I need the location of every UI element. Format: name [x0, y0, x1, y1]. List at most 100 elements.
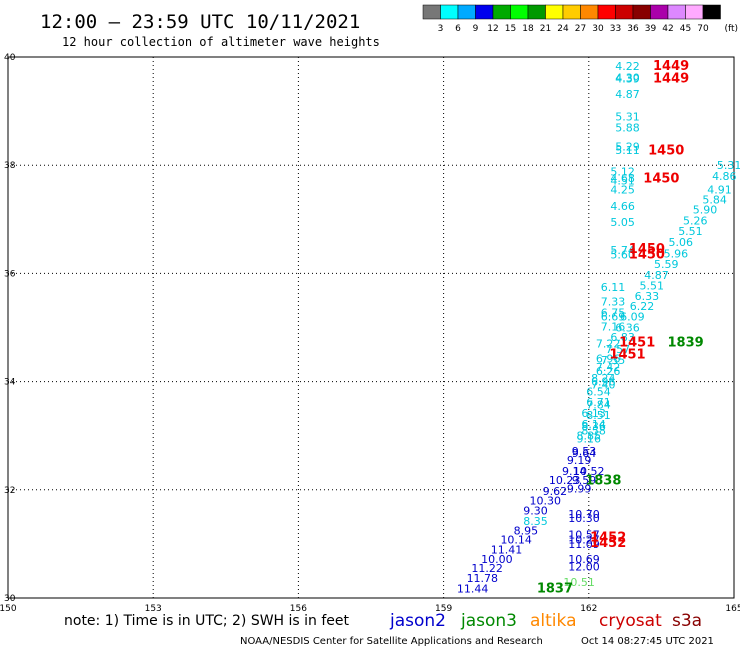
data-point-label: 5.06	[669, 236, 694, 249]
x-tick-label: 150	[0, 604, 17, 614]
colorbar-label: 36	[627, 24, 639, 34]
colorbar-label: 9	[473, 24, 479, 34]
data-point-label: 7.42	[596, 361, 621, 374]
colorbar-swatch	[685, 4, 704, 20]
data-point-label: 1450	[648, 144, 684, 159]
data-point-label: 6.75	[601, 306, 626, 319]
data-point-label: 8.58	[581, 424, 606, 437]
data-point-label: 11.22	[471, 562, 503, 575]
data-point-label: 6.69	[601, 311, 626, 324]
data-point-label: 10.27	[568, 534, 600, 547]
data-point-label: 4.87	[644, 269, 669, 282]
data-point-label: 11.41	[491, 543, 523, 556]
data-point-label: 10.70	[568, 508, 600, 521]
data-point-label: 4.51	[610, 174, 635, 187]
colorbar-swatch	[615, 4, 634, 20]
data-point-label: 1452	[590, 536, 626, 551]
colorbar-swatch	[562, 4, 581, 20]
x-tick-label: 156	[290, 604, 307, 614]
data-point-label: 6.14	[581, 418, 606, 431]
data-point-label: 6.71	[586, 396, 611, 409]
colorbar-swatch	[422, 4, 441, 20]
data-point-label: 5.60	[610, 248, 635, 261]
axis-ticks: 150 153 156 159 162 165 30 32 34 36 38 40	[0, 53, 740, 614]
data-point-label: 5.31	[717, 159, 740, 172]
data-point-label: 4.22	[615, 60, 640, 73]
colorbar-label: 12	[487, 24, 498, 34]
data-point-label: 10.57	[568, 529, 600, 542]
colorbar-label: 24	[557, 24, 569, 34]
y-tick-label: 34	[4, 378, 16, 388]
colorbar-label: 21	[540, 24, 551, 34]
colorbar-swatch	[440, 4, 459, 20]
chart-subtitle: 12 hour collection of altimeter wave hei…	[62, 35, 380, 49]
data-point-label: 1837	[537, 581, 573, 596]
plot-frame	[7, 56, 735, 599]
data-point-label: 7.84	[586, 398, 611, 411]
colorbar-swatch	[527, 4, 546, 20]
satellite-legend: jason2 jason3 altika cryosat s3a	[389, 611, 702, 631]
y-tick-label: 38	[4, 161, 16, 171]
data-point-label: 6.54	[586, 385, 611, 398]
data-point-label: 6.36	[615, 322, 640, 335]
data-point-label: 5.51	[678, 225, 703, 238]
data-point-label: 6.13	[581, 407, 606, 420]
data-point-label: 4.30	[615, 72, 640, 85]
data-point-label: 4.25	[610, 184, 635, 197]
data-point-label: 6.96	[591, 376, 616, 389]
y-tick-label: 40	[4, 53, 16, 63]
data-point-label: 5.90	[693, 204, 718, 217]
colorbar-swatch	[475, 4, 494, 20]
colorbar-swatch	[545, 4, 564, 20]
data-point-label: 1450	[643, 172, 679, 187]
data-point-label: 10.52	[573, 465, 605, 478]
data-point-label: 9.64	[572, 447, 597, 460]
colorbar-swatch	[650, 4, 669, 20]
data-point-label: 6.96	[596, 352, 621, 365]
data-point-label: 8.36	[581, 420, 606, 433]
x-tick-label: 153	[145, 604, 162, 614]
colorbar-unit: (ft)	[725, 24, 739, 34]
data-point-label: 1451	[609, 348, 645, 363]
data-point-label: 5.11	[615, 144, 640, 157]
colorbar-label: 42	[662, 24, 673, 34]
colorbar-swatch	[457, 4, 476, 20]
data-point-label: 6.33	[635, 290, 660, 303]
colorbar-label: 45	[680, 24, 691, 34]
data-point-label: 9.16	[577, 432, 602, 445]
data-point-label: 12.00	[568, 561, 600, 574]
data-point-label: 10.14	[500, 534, 532, 547]
y-tick-label: 32	[4, 486, 15, 496]
data-point-label: 1839	[668, 336, 704, 351]
data-point-label: 8.95	[514, 524, 539, 537]
footer-credit: NOAA/NESDIS Center for Satellite Applica…	[240, 636, 543, 647]
data-point-label: 5.74	[610, 244, 635, 257]
data-point-label: 5.12	[610, 166, 635, 179]
data-point-label: 8.35	[523, 515, 548, 528]
data-point-label: 4.86	[712, 170, 737, 183]
data-point-label: 4.39	[615, 73, 640, 86]
data-point-label: 5.88	[615, 121, 640, 134]
data-point-label: 11.44	[457, 582, 489, 595]
data-point-label: 11.78	[467, 572, 499, 585]
y-tick-label: 36	[4, 269, 16, 279]
footer-note: note: 1) Time is in UTC; 2) SWH is in fe…	[64, 613, 350, 629]
data-point-label: 10.51	[563, 576, 595, 589]
data-point-label: 10.69	[568, 553, 600, 566]
data-point-label: 10.30	[568, 512, 600, 525]
colorbar-swatch	[702, 4, 721, 20]
data-point-label: 1451	[619, 336, 655, 351]
x-tick-label: 162	[580, 604, 597, 614]
colorbar-swatch	[632, 4, 651, 20]
colorbar-swatch	[510, 4, 529, 20]
data-point-label: 4.68	[610, 172, 635, 185]
data-point-label: 5.31	[615, 111, 640, 124]
colorbar-swatch	[492, 4, 511, 20]
data-labels: 4.224.304.394.875.315.885.295.115.124.68…	[457, 59, 740, 596]
data-point-label: 9.62	[543, 485, 568, 498]
data-point-label: 1450	[629, 247, 665, 262]
data-point-label: 6.26	[596, 365, 621, 378]
chart-title: 12:00 – 23:59 UTC 10/11/2021	[40, 11, 360, 33]
colorbar-label: 39	[645, 24, 657, 34]
x-tick-label: 159	[435, 604, 452, 614]
